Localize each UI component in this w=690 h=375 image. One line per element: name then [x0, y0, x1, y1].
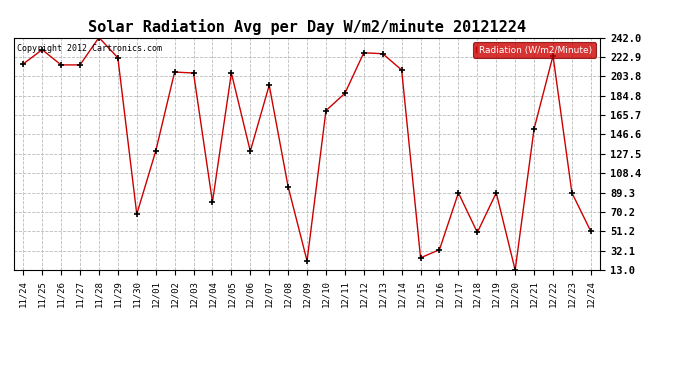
Title: Solar Radiation Avg per Day W/m2/minute 20121224: Solar Radiation Avg per Day W/m2/minute … — [88, 19, 526, 35]
Legend: Radiation (W/m2/Minute): Radiation (W/m2/Minute) — [473, 42, 595, 58]
Text: Copyright 2012 Cartronics.com: Copyright 2012 Cartronics.com — [17, 45, 161, 54]
